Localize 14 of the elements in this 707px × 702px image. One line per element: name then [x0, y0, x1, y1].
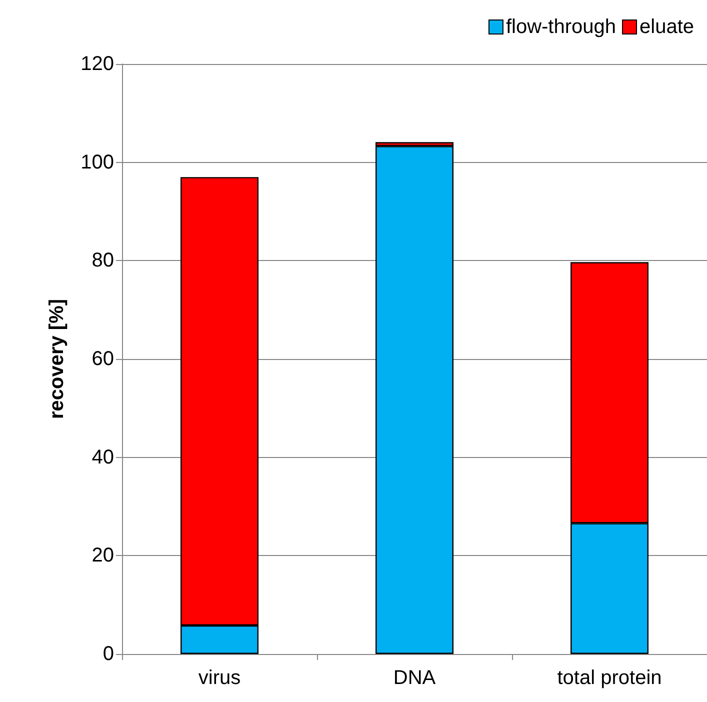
x-tick-label: DNA [393, 667, 436, 689]
y-tick-label: 100 [80, 151, 114, 174]
y-tick-label: 60 [92, 348, 114, 370]
y-tick-label: 20 [92, 544, 114, 567]
legend-label: eluate [640, 16, 694, 38]
y-tick-label: 80 [92, 250, 114, 272]
y-tick-label: 40 [92, 446, 114, 468]
y-tick-label: 120 [80, 53, 114, 75]
y-axis-title: recovery [%] [46, 298, 68, 420]
x-tick-label: virus [198, 667, 241, 689]
legend-label: flow-through [506, 16, 616, 38]
bar [376, 146, 454, 654]
y-tick-label: 0 [102, 643, 114, 665]
x-tick-label: total protein [557, 667, 662, 689]
